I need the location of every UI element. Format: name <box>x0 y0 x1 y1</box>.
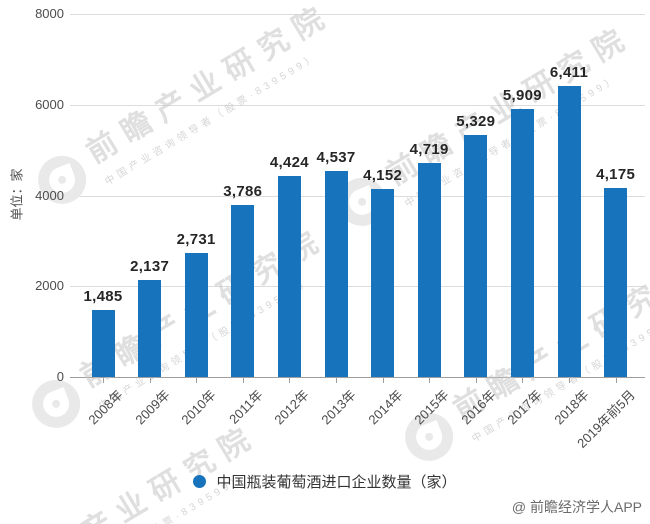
bar-value-label: 2,137 <box>130 258 170 276</box>
y-tick-label: 2000 <box>35 278 64 294</box>
bar <box>231 205 255 377</box>
x-tick-label: 2016年 <box>458 387 499 428</box>
x-axis-tick <box>429 378 431 383</box>
x-axis-tick <box>382 378 384 383</box>
x-tick-label: 2013年 <box>318 387 359 428</box>
bar <box>464 135 488 377</box>
x-tick-label: 2008年 <box>85 387 126 428</box>
bar-value-label: 4,175 <box>596 165 636 183</box>
x-axis-tick <box>569 378 570 383</box>
gridline <box>70 14 645 15</box>
x-axis-tick <box>336 378 337 383</box>
x-axis-tick <box>475 378 477 383</box>
bar-value-label: 4,424 <box>269 154 309 172</box>
bar <box>324 171 348 377</box>
x-axis-tick <box>149 378 151 383</box>
legend-marker-icon <box>193 475 207 488</box>
bar-value-label: 4,719 <box>409 140 449 158</box>
x-tick-label: 2015年 <box>411 387 452 428</box>
gridline <box>70 104 645 106</box>
x-axis-tick <box>615 378 617 383</box>
legend: 中国瓶装葡萄酒进口企业数量（家） <box>0 471 650 492</box>
x-axis-tick <box>289 378 291 383</box>
bar <box>277 176 301 377</box>
x-axis-tick <box>103 378 104 383</box>
bar-value-label: 6,411 <box>549 64 589 82</box>
y-tick-label: 4000 <box>35 187 64 203</box>
x-tick-label: 2018年 <box>551 387 592 428</box>
bar-value-label: 5,909 <box>502 86 542 104</box>
x-axis-line <box>70 377 645 378</box>
source-credit: @ 前瞻经济学人APP <box>511 499 642 515</box>
bar-value-label: 3,786 <box>223 183 263 201</box>
gridline <box>70 286 645 288</box>
bar <box>604 187 628 377</box>
y-tick-label: 8000 <box>35 6 64 21</box>
watermark-text: 前瞻产业研究院 <box>81 0 339 170</box>
x-tick-label: 2009年 <box>132 387 173 428</box>
x-tick-label: 2010年 <box>178 387 219 428</box>
x-axis-tick <box>196 378 198 383</box>
bar <box>91 309 115 377</box>
x-axis-tick <box>242 378 244 383</box>
x-tick-label: 2017年 <box>504 387 546 428</box>
bar-value-label: 4,537 <box>316 149 356 167</box>
bar-value-label: 5,329 <box>456 113 496 131</box>
bar <box>138 280 162 377</box>
bar-value-label: 1,485 <box>83 287 123 305</box>
bar <box>557 86 581 377</box>
bar-value-label: 4,152 <box>363 166 403 184</box>
bar <box>510 108 534 377</box>
y-tick-label: 0 <box>56 369 64 384</box>
x-tick-label: 2011年 <box>225 387 266 427</box>
y-tick-label: 6000 <box>35 96 64 112</box>
bar <box>417 162 441 377</box>
watermark-subtext: 中国产业咨询领导者（股票·839599） <box>95 255 343 411</box>
x-tick-label: 2014年 <box>365 387 406 428</box>
watermark-text: 前瞻产业研究院 <box>7 418 265 524</box>
legend-label: 中国瓶装葡萄酒进口企业数量（家） <box>216 474 457 491</box>
x-axis-tick <box>522 378 524 383</box>
x-tick-label: 2012年 <box>271 387 313 428</box>
bar-value-label: 2,731 <box>176 231 216 249</box>
bar <box>371 188 395 377</box>
bar <box>184 253 208 377</box>
